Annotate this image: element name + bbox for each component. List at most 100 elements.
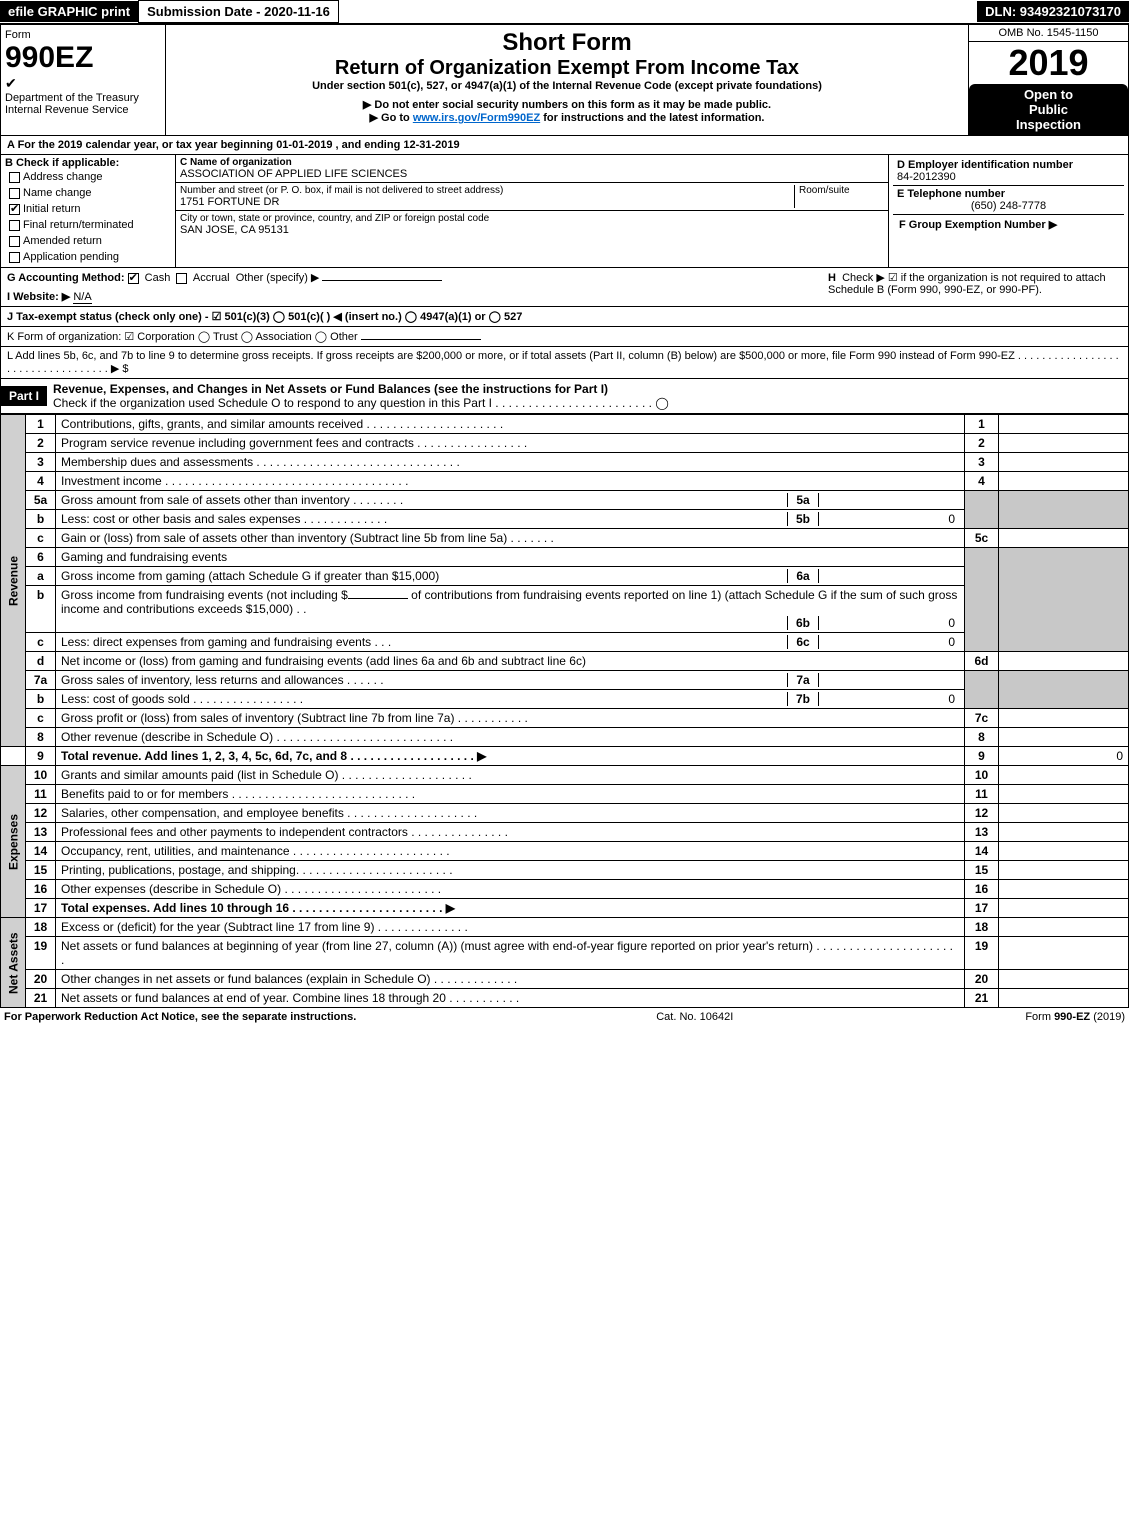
row-10-val (999, 766, 1129, 785)
row-4-val (999, 472, 1129, 491)
row-5c-val (999, 529, 1129, 548)
chk-pending[interactable]: Application pending (5, 249, 171, 265)
row-16-text: Other expenses (describe in Schedule O) … (56, 880, 965, 899)
chk-name[interactable]: Name change (5, 185, 171, 201)
row-12-text: Salaries, other compensation, and employ… (56, 804, 965, 823)
website-value: N/A (73, 291, 91, 304)
side-revenue: Revenue (1, 415, 26, 747)
row-6b-text: Gross income from fundraising events (no… (56, 586, 965, 633)
row-17-col: 17 (965, 899, 999, 918)
row-19-text: Net assets or fund balances at beginning… (56, 937, 965, 970)
row-17-text: Total expenses. Add lines 10 through 16 … (56, 899, 965, 918)
open-line3: Inspection (972, 117, 1125, 132)
row-11-col: 11 (965, 785, 999, 804)
part1-title: Revenue, Expenses, and Changes in Net As… (47, 379, 1128, 413)
row-20-val (999, 970, 1129, 989)
org-name: ASSOCIATION OF APPLIED LIFE SCIENCES (180, 168, 884, 180)
row-21-num: 21 (26, 989, 56, 1008)
city-value: SAN JOSE, CA 95131 (180, 224, 884, 236)
chk-final[interactable]: Final return/terminated (5, 217, 171, 233)
row-2-num: 2 (26, 434, 56, 453)
row-9-col: 9 (965, 747, 999, 766)
dln-tab: DLN: 93492321073170 (977, 1, 1129, 22)
row-15-val (999, 861, 1129, 880)
part1-check: Check if the organization used Schedule … (53, 396, 669, 410)
g-other-input[interactable] (322, 280, 442, 281)
box-e: E Telephone number (650) 248-7778 (893, 186, 1124, 215)
row-19-val (999, 937, 1129, 970)
form-label: Form (5, 29, 161, 41)
row-5c-num: c (26, 529, 56, 548)
row-11-val (999, 785, 1129, 804)
row-14-num: 14 (26, 842, 56, 861)
row-16-num: 16 (26, 880, 56, 899)
org-name-cell: C Name of organization ASSOCIATION OF AP… (176, 155, 888, 183)
chk-initial[interactable]: Initial return (5, 201, 171, 217)
row-12-col: 12 (965, 804, 999, 823)
line-k: K Form of organization: ☑ Corporation ◯ … (0, 327, 1129, 347)
footer-cat: Cat. No. 10642I (465, 1011, 926, 1023)
row-7b-text: Less: cost of goods sold . . . . . . . .… (56, 690, 965, 709)
form-number: 990EZ (5, 41, 161, 75)
row-13-text: Professional fees and other payments to … (56, 823, 965, 842)
row-8-text: Other revenue (describe in Schedule O) .… (56, 728, 965, 747)
row-16-col: 16 (965, 880, 999, 899)
row-13-val (999, 823, 1129, 842)
row-6d-col: 6d (965, 652, 999, 671)
row-7c-val (999, 709, 1129, 728)
ssn-warning: ▶ Do not enter social security numbers o… (170, 98, 964, 111)
row-11-num: 11 (26, 785, 56, 804)
line-l: L Add lines 5b, 6c, and 7b to line 9 to … (0, 347, 1129, 379)
footer-right: Form 990-EZ (2019) (925, 1011, 1125, 1023)
goto-prefix: ▶ Go to (370, 112, 413, 124)
row-20-text: Other changes in net assets or fund bala… (56, 970, 965, 989)
row-9-text: Total revenue. Add lines 1, 2, 3, 4, 5c,… (56, 747, 965, 766)
row-7c-num: c (26, 709, 56, 728)
row-6a-text: Gross income from gaming (attach Schedul… (56, 567, 965, 586)
chk-amended[interactable]: Amended return (5, 233, 171, 249)
row-8-val (999, 728, 1129, 747)
row-19-col: 19 (965, 937, 999, 970)
street-row: Number and street (or P. O. box, if mail… (176, 183, 888, 211)
irs-label: Internal Revenue Service (5, 104, 161, 116)
side-expenses: Expenses (1, 766, 26, 918)
row-8-num: 8 (26, 728, 56, 747)
line-g: G Accounting Method: Cash Accrual Other … (7, 271, 822, 303)
k-other-input[interactable] (361, 339, 481, 340)
row-5c-text: Gain or (loss) from sale of assets other… (56, 529, 965, 548)
entity-block: B Check if applicable: Address change Na… (0, 155, 1129, 268)
row-14-text: Occupancy, rent, utilities, and maintena… (56, 842, 965, 861)
row-7b-num: b (26, 690, 56, 709)
row-5ab-shade (965, 491, 999, 529)
row-3-text: Membership dues and assessments . . . . … (56, 453, 965, 472)
row-5a-num: 5a (26, 491, 56, 510)
irs-link[interactable]: www.irs.gov/Form990EZ (413, 112, 540, 124)
row-18-val (999, 918, 1129, 937)
row-6-text: Gaming and fundraising events (56, 548, 965, 567)
row-21-val (999, 989, 1129, 1008)
header-right: OMB No. 1545-1150 2019 Open to Public In… (968, 25, 1128, 135)
line-h: H Check ▶ ☑ if the organization is not r… (822, 271, 1122, 303)
row-5a-text: Gross amount from sale of assets other t… (56, 491, 965, 510)
row-6b-amount[interactable] (348, 598, 408, 599)
chk-accrual[interactable] (176, 273, 187, 284)
lines-table: Revenue 1 Contributions, gifts, grants, … (0, 414, 1129, 1008)
row-21-text: Net assets or fund balances at end of ye… (56, 989, 965, 1008)
line-a: A For the 2019 calendar year, or tax yea… (0, 136, 1129, 155)
subtitle-under: Under section 501(c), 527, or 4947(a)(1)… (170, 80, 964, 92)
row-6c-num: c (26, 633, 56, 652)
i-label: I Website: ▶ (7, 291, 70, 303)
chk-address[interactable]: Address change (5, 169, 171, 185)
org-name-label: C Name of organization (180, 157, 884, 168)
efile-tab[interactable]: efile GRAPHIC print (0, 1, 138, 22)
omb-number: OMB No. 1545-1150 (969, 25, 1128, 42)
row-13-num: 13 (26, 823, 56, 842)
row-7-shade (965, 671, 999, 709)
box-b-label: B Check if applicable: (5, 157, 171, 169)
row-13-col: 13 (965, 823, 999, 842)
submission-tab[interactable]: Submission Date - 2020-11-16 (138, 0, 339, 23)
city-label: City or town, state or province, country… (180, 213, 884, 224)
row-10-col: 10 (965, 766, 999, 785)
box-c: C Name of organization ASSOCIATION OF AP… (176, 155, 888, 267)
chk-cash[interactable] (128, 273, 139, 284)
